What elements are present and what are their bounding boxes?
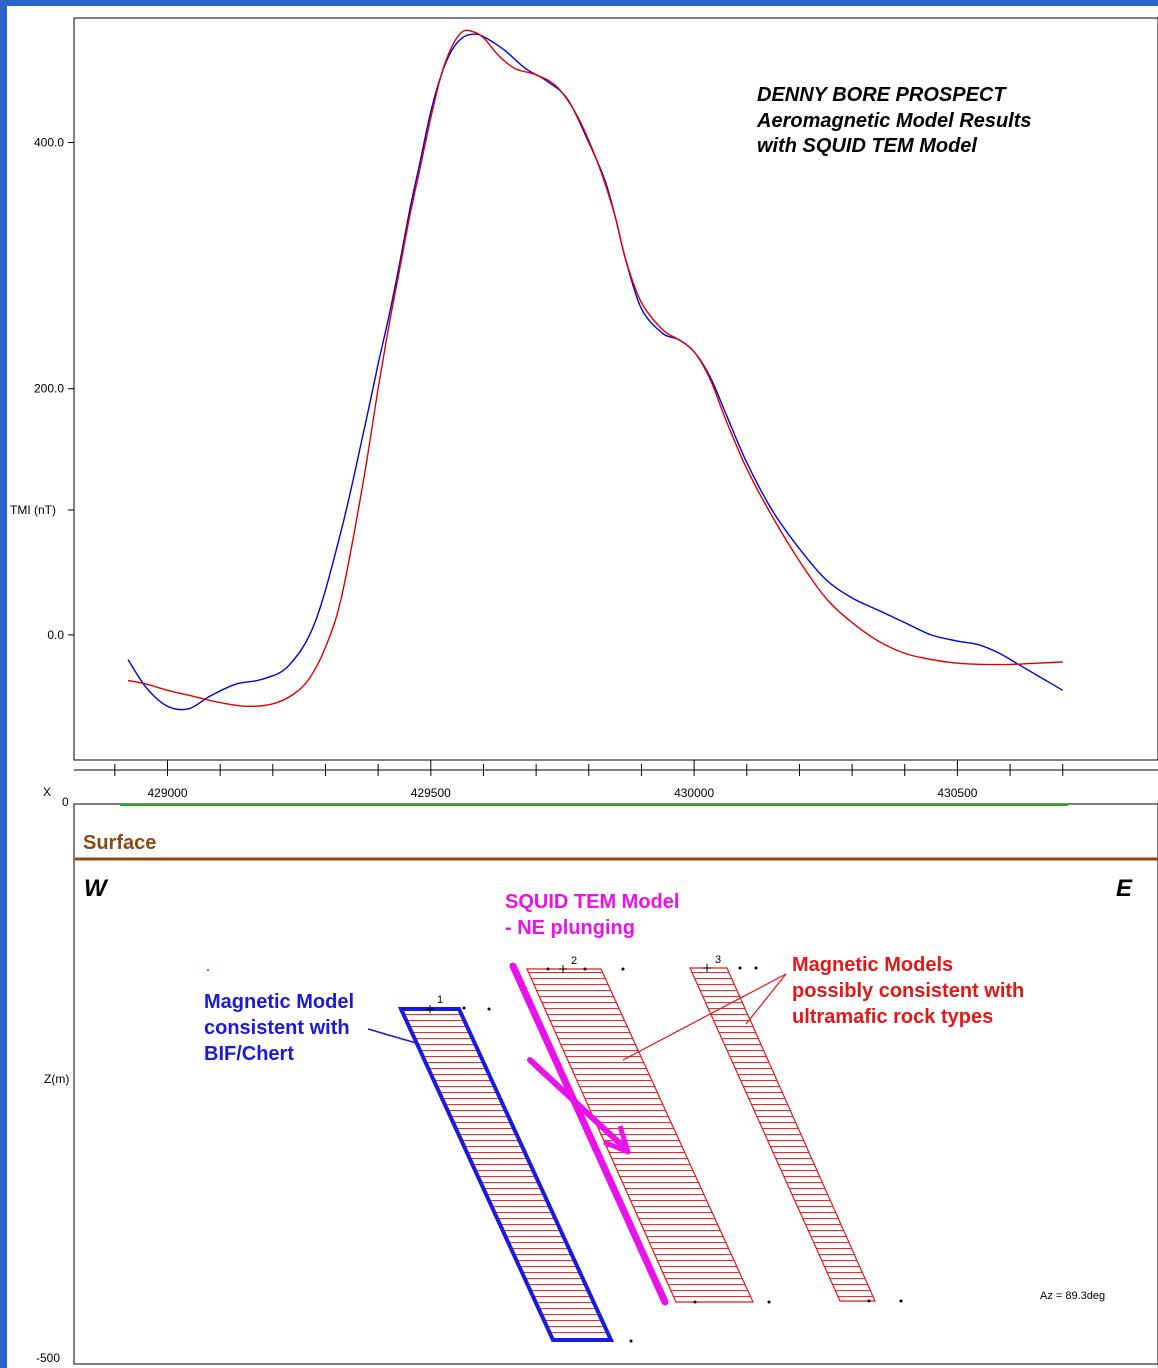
- annotation-blue-model: Magnetic Model consistent with BIF/Chert: [204, 991, 417, 1065]
- body-3-point: [738, 966, 742, 970]
- annotation-blue-line-2: consistent with: [204, 1017, 350, 1039]
- y-axis-label: TMI (nT): [10, 503, 56, 517]
- window-frame-top: [0, 0, 1158, 6]
- body-2-point: [621, 967, 625, 971]
- z-axis-label: Z(m): [44, 1072, 69, 1086]
- magnetic-body-3: 3: [689, 954, 903, 1303]
- annotation-squid-line-2: - NE plunging: [505, 917, 635, 939]
- body-3-label: 3: [715, 954, 721, 966]
- x-coordinate-label: X: [43, 785, 51, 799]
- window-frame-left: [0, 0, 7, 1368]
- magnetic-body-2: 2: [526, 955, 771, 1304]
- annotation-red-leader-1: [622, 973, 787, 1061]
- body-1-point: [462, 1006, 466, 1010]
- stray-point: [207, 969, 209, 971]
- body-2-point: [583, 967, 587, 971]
- z-tick-label-500: -500: [36, 1351, 60, 1365]
- section-panel: X 0 Z(m) -500 Surface W E 1: [36, 785, 1158, 1365]
- y-tick-label: 200.0: [34, 382, 64, 396]
- series-line-red: [127, 29, 1063, 708]
- x-axis-ticks: 429000 429500 430000 430500: [114, 760, 1064, 800]
- squid-plate: [509, 962, 669, 1306]
- body-2-point: [693, 1300, 697, 1304]
- body-1-polygon: [397, 1007, 615, 1342]
- z-tick-label-0: 0: [62, 795, 69, 809]
- east-label: E: [1116, 875, 1133, 902]
- x-tick-label: 430500: [937, 786, 977, 800]
- profile-panel: 0.0 200.0 400.0 429000 429500 430000 430500 T…: [10, 17, 1158, 800]
- west-label: W: [84, 875, 109, 902]
- squid-plunge-arrow: [527, 1057, 630, 1153]
- annotation-blue-line-3: BIF/Chert: [204, 1043, 294, 1065]
- annotation-red-leader-2: [745, 973, 787, 1025]
- annotation-squid-model: SQUID TEM Model - NE plunging: [505, 891, 679, 939]
- body-3-point: [754, 966, 758, 970]
- azimuth-label: Az = 89.3deg: [1040, 1290, 1105, 1302]
- body-2-label: 2: [571, 955, 577, 967]
- body-2-point: [767, 1300, 771, 1304]
- annotation-red-line-1: Magnetic Models: [792, 954, 953, 976]
- magnetic-body-1: 1: [397, 994, 633, 1343]
- surface-label: Surface: [83, 832, 156, 854]
- squid-tem-model: [509, 962, 669, 1306]
- y-tick-label: 400.0: [34, 135, 64, 149]
- annotation-blue-line-1: Magnetic Model: [204, 991, 354, 1013]
- x-tick-label: 430000: [674, 786, 714, 800]
- body-3-polygon: [689, 967, 876, 1302]
- chart-title: DENNY BORE PROSPECT Aeromagnetic Model R…: [756, 84, 1032, 157]
- series-line-blue: [127, 33, 1064, 711]
- y-tick-label: 0.0: [47, 628, 64, 642]
- annotation-red-models: Magnetic Models possibly consistent with…: [622, 954, 1024, 1061]
- annotation-red-line-3: ultramafic rock types: [792, 1006, 993, 1028]
- squid-arrow-head: [603, 1125, 631, 1155]
- body-1-point: [487, 1007, 491, 1011]
- annotation-red-line-2: possibly consistent with: [792, 980, 1024, 1002]
- chart-title-line-2: Aeromagnetic Model Results: [756, 110, 1032, 132]
- y-axis-ticks: 0.0 200.0 400.0: [34, 135, 74, 642]
- x-tick-label: 429000: [147, 786, 187, 800]
- body-1-point: [629, 1339, 633, 1343]
- body-2-polygon: [526, 968, 754, 1303]
- body-2-point: [546, 967, 550, 971]
- x-tick-label: 429500: [411, 786, 451, 800]
- annotation-blue-leader: [367, 1028, 417, 1044]
- body-3-point: [867, 1299, 871, 1303]
- series-lines: [127, 29, 1064, 711]
- chart-title-line-3: with SQUID TEM Model: [757, 135, 977, 157]
- annotation-squid-line-1: SQUID TEM Model: [505, 891, 679, 913]
- body-3-point: [899, 1299, 903, 1303]
- chart-title-line-1: DENNY BORE PROSPECT: [757, 84, 1007, 106]
- profile-plot-area: [73, 17, 1158, 761]
- body-1-label: 1: [437, 994, 443, 1006]
